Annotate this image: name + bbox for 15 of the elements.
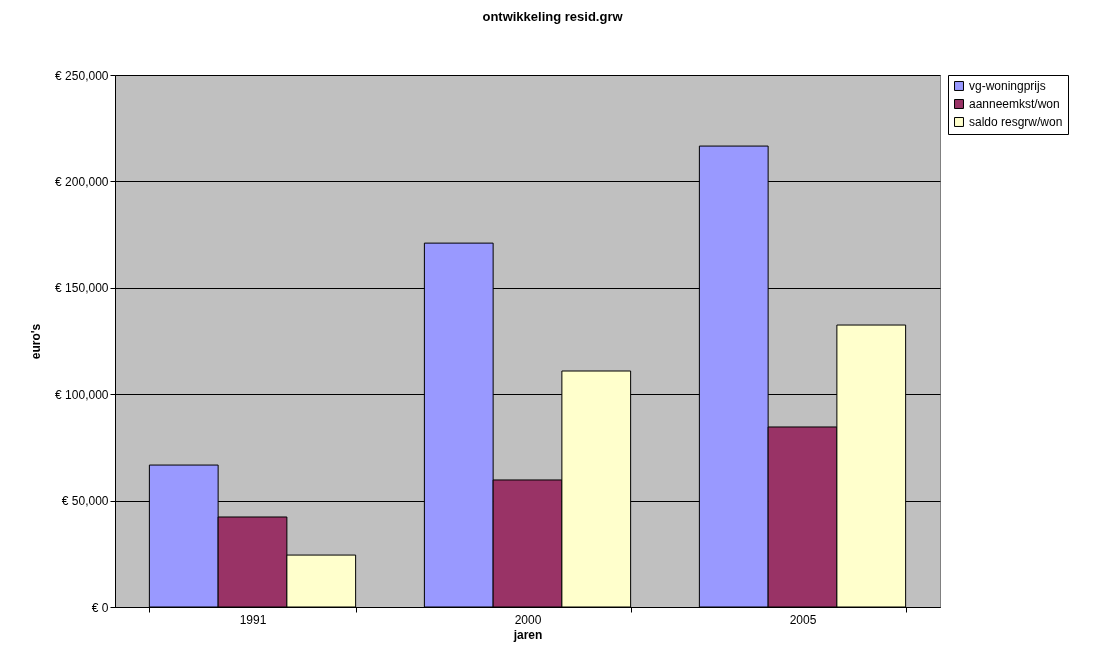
x-tick-label: 1991 [239, 612, 267, 627]
y-tick-label: € 0 [91, 600, 109, 615]
x-axis-title: jaren [512, 627, 543, 642]
y-tick-label: € 50,000 [61, 494, 109, 509]
y-axis-title: euro's [29, 323, 44, 360]
x-tick-label: 2000 [514, 612, 542, 627]
y-tick-label: € 200,000 [55, 174, 109, 189]
y-tick-label: € 150,000 [55, 281, 109, 296]
y-tick-label: € 100,000 [55, 387, 109, 402]
y-tick-label: € 250,000 [55, 68, 109, 83]
x-tick-label: 2005 [789, 612, 817, 627]
legend-label: vg-woningprijs [969, 79, 1046, 93]
legend-label: saldo resgrw/won [969, 115, 1063, 129]
chart-title: ontwikkeling resid.grw [482, 9, 624, 24]
legend-label: aanneemkst/won [969, 97, 1060, 111]
